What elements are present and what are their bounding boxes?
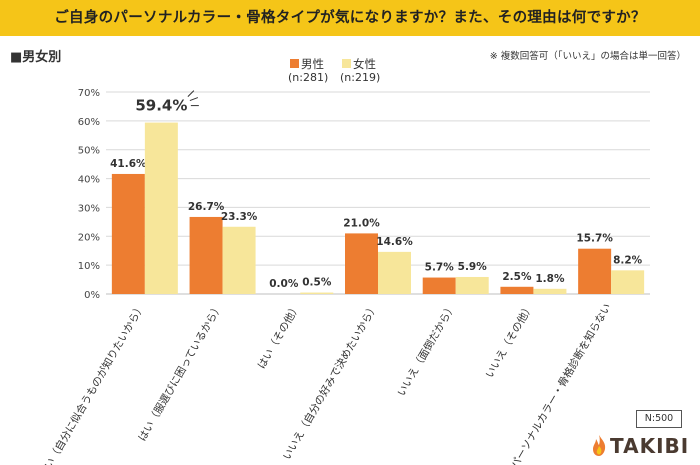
- data-label: 0.5%: [302, 277, 332, 289]
- x-tick-label: はい（服選びに困っているから）: [135, 301, 225, 443]
- bar-male: [345, 233, 378, 294]
- y-tick-label: 20%: [78, 232, 100, 243]
- legend-label-male: 男性: [301, 57, 324, 71]
- bar-female: [378, 251, 411, 294]
- bar-female: [222, 226, 256, 294]
- data-label: 15.7%: [576, 233, 613, 245]
- data-label: 2.5%: [502, 271, 532, 283]
- x-tick-label: はい（自分に似合うものが知りたいから）: [36, 301, 147, 465]
- flame-icon: [593, 435, 606, 456]
- data-label: 23.3%: [221, 211, 258, 223]
- bar-male: [422, 277, 456, 294]
- y-tick-label: 40%: [78, 175, 100, 186]
- bar-female: [533, 288, 567, 294]
- bar-male: [578, 248, 612, 294]
- bar-female: [300, 292, 334, 294]
- x-tick-label: いいえ（自分の好みで決めたいから）: [280, 301, 381, 462]
- legend-item-male: 男性: [290, 56, 324, 72]
- data-label: 8.2%: [613, 254, 643, 266]
- sample-size-box: N:500: [636, 410, 682, 428]
- y-tick-label: 60%: [78, 117, 100, 128]
- data-label: 1.8%: [535, 273, 565, 285]
- bar-male: [111, 173, 145, 294]
- y-tick-label: 30%: [78, 203, 100, 214]
- legend-swatch-female: [342, 59, 351, 68]
- bar-male: [189, 216, 223, 294]
- bar-male: [500, 286, 534, 294]
- legend-swatch-male: [290, 59, 299, 68]
- bar-female: [455, 276, 489, 294]
- bar-female: [611, 270, 645, 294]
- legend-n-male: (n:281): [288, 71, 329, 84]
- footnote: ※ 複数回答可（「いいえ」の場合は単一回答）: [489, 51, 686, 62]
- header-bar: [0, 0, 700, 36]
- data-label: 59.4%: [135, 97, 187, 115]
- x-tick-label: いいえ（その他）: [483, 301, 536, 380]
- logo-text: TAKIBI: [610, 434, 690, 458]
- legend-n-female: (n:219): [340, 71, 381, 84]
- y-tick-label: 10%: [78, 261, 100, 272]
- legend-label-female: 女性: [353, 57, 376, 71]
- data-label: 26.7%: [188, 201, 225, 213]
- page-title: ご自身のパーソナルカラー・骨格タイプが気になりますか？また、その理由は何ですか？: [54, 10, 646, 26]
- bar-female: [144, 122, 178, 295]
- data-label: 5.9%: [458, 261, 488, 273]
- data-label: 14.6%: [376, 236, 413, 248]
- y-tick-label: 50%: [78, 146, 100, 157]
- y-tick-label: 0%: [84, 290, 100, 301]
- data-label: 5.7%: [425, 262, 455, 274]
- data-label: 0.0%: [269, 278, 299, 290]
- x-tick-label: はい（その他）: [255, 301, 303, 371]
- y-tick-label: 70%: [78, 88, 100, 99]
- emphasis-mark: [189, 97, 199, 102]
- emphasis-mark: [187, 90, 195, 97]
- data-label: 21.0%: [343, 217, 380, 229]
- legend-item-female: 女性: [342, 56, 376, 72]
- data-label: 41.6%: [110, 158, 147, 170]
- section-label: ■男女別: [10, 50, 62, 65]
- x-tick-label: いいえ（面倒だから）: [395, 302, 458, 399]
